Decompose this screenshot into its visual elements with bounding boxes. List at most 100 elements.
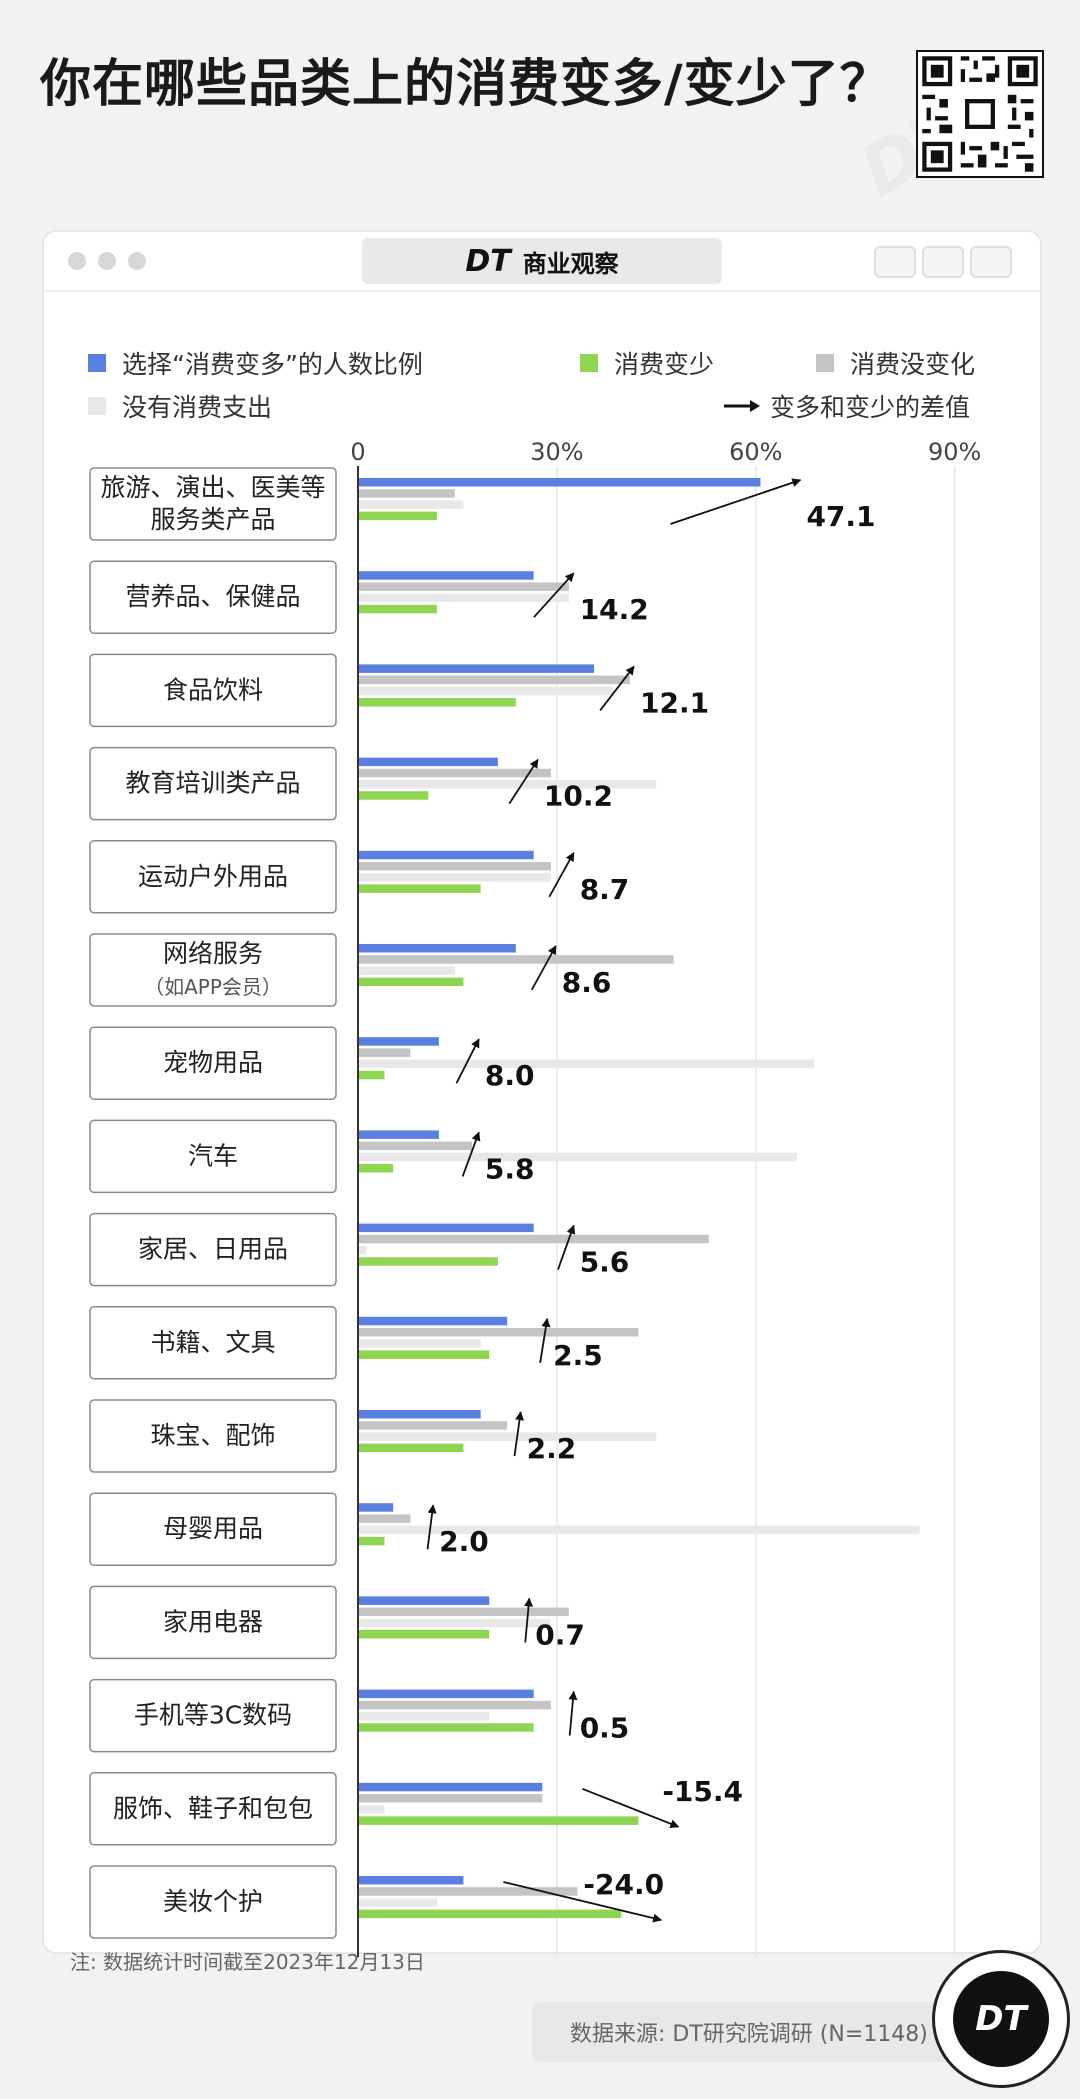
bar-none (358, 1712, 490, 1721)
difference-label: -24.0 (583, 1868, 664, 1901)
category-label-box (89, 1865, 337, 1939)
legend-item-diff: 变多和变少的差值 (722, 388, 970, 424)
category-label: 运动户外用品 (138, 862, 288, 891)
bar-none (358, 593, 569, 603)
bar-less (358, 977, 464, 987)
bar-nochange (358, 1887, 578, 1896)
window-button-icon[interactable] (970, 246, 1012, 278)
source-text: 数据来源: DT研究院调研 (N=1148) (570, 2022, 928, 2047)
category-label-box (89, 467, 337, 541)
bar-nochange (358, 1328, 639, 1337)
brand-mark: DT (465, 243, 511, 279)
x-tick-label: 0 (350, 438, 365, 466)
difference-label: 0.7 (535, 1618, 585, 1651)
bar-nochange (358, 1234, 709, 1244)
difference-label: 10.2 (544, 780, 613, 813)
difference-label: 14.2 (580, 593, 649, 626)
share-button-icon[interactable] (922, 246, 964, 278)
x-tick-label: 90% (928, 438, 981, 466)
bar-nochange (358, 1141, 473, 1151)
legend-arrow-icon (724, 400, 760, 412)
bar-more (358, 664, 595, 673)
difference-label: 5.8 (485, 1152, 535, 1185)
bar-none (358, 500, 464, 509)
bar-less (358, 698, 516, 707)
bar-none (358, 780, 657, 789)
source-box (532, 2002, 952, 2062)
bar-none (358, 873, 551, 882)
bar-more (358, 944, 516, 953)
category-label-box (89, 1399, 337, 1473)
bar-none (358, 1152, 797, 1162)
bar-less (358, 884, 481, 893)
difference-label: 2.0 (439, 1525, 489, 1558)
category-label-box (89, 560, 337, 634)
difference-arrow (513, 1411, 524, 1457)
brand-name: 商业观察 (522, 249, 619, 278)
qr-code-icon (916, 50, 1044, 178)
window-title: DT 商业观察 (362, 238, 722, 284)
category-label-box (89, 1585, 337, 1660)
legend-item-less: 消费变少 (580, 345, 714, 381)
category-label-box (89, 1306, 337, 1380)
x-tick-label: 60% (729, 438, 782, 466)
bar-none (358, 1339, 481, 1348)
category-label-box (89, 1678, 337, 1753)
bar-none (358, 966, 455, 975)
category-label: 营养品、保健品 (125, 582, 300, 611)
bar-less (358, 511, 437, 521)
bar-more (358, 1689, 534, 1699)
bar-none (358, 1246, 367, 1255)
category-label: 宠物用品 (163, 1048, 263, 1077)
maximize-dot-icon[interactable] (128, 252, 146, 270)
legend-swatch-less (580, 354, 598, 372)
x-tick-label: 30% (530, 438, 583, 466)
bar-more (358, 478, 761, 487)
difference-label: 2.5 (553, 1339, 603, 1372)
bar-nochange (358, 1607, 569, 1617)
bar-none (358, 1805, 385, 1814)
bar-more (358, 1316, 508, 1326)
category-label: 美妆个护 (163, 1887, 263, 1916)
minimize-dot-icon[interactable] (98, 252, 116, 270)
legend-label-more: 选择“消费变多”的人数比例 (122, 350, 423, 379)
difference-arrow (568, 1690, 578, 1736)
category-label: 旅游、演出、医美等 (100, 473, 325, 502)
bar-more (358, 1876, 464, 1885)
bar-less (358, 1070, 385, 1080)
bar-less (358, 1350, 490, 1359)
legend-swatch-more (88, 354, 106, 372)
bar-less (358, 1816, 639, 1825)
footnote: 注: 数据统计时间截至2023年12月13日 (70, 1950, 425, 1974)
dt-logo: DT (932, 1950, 1070, 2088)
legend-swatch-nochange (816, 354, 834, 372)
difference-label: 12.1 (640, 686, 709, 719)
bar-nochange (358, 489, 455, 498)
category-label: 母婴用品 (163, 1514, 263, 1543)
record-button-icon[interactable] (874, 246, 916, 278)
category-label: 家用电器 (163, 1607, 263, 1636)
difference-arrow (530, 945, 557, 991)
bar-less (358, 1723, 534, 1732)
bar-nochange (358, 1514, 411, 1523)
close-dot-icon[interactable] (68, 252, 86, 270)
difference-label: 8.6 (562, 966, 612, 999)
legend-label-less: 消费变少 (614, 350, 715, 379)
difference-label: 2.2 (527, 1432, 577, 1465)
legend-swatch-none (88, 397, 106, 415)
bar-more (358, 1503, 394, 1512)
category-label: 书籍、文具 (150, 1328, 275, 1357)
bar-nochange (358, 582, 569, 591)
category-label: 汽车 (188, 1141, 238, 1170)
bar-nochange (358, 1700, 551, 1710)
bar-less (358, 1164, 394, 1173)
category-label: 教育培训类产品 (125, 769, 300, 798)
bar-nochange (358, 1421, 508, 1430)
bar-more (358, 1037, 439, 1046)
legend-label-diff: 变多和变少的差值 (770, 393, 971, 422)
bar-nochange (358, 955, 674, 964)
category-label: （如APP会员） (144, 975, 282, 999)
difference-label: 8.0 (485, 1059, 535, 1092)
bar-none (358, 1898, 437, 1907)
bar-more (358, 571, 534, 580)
